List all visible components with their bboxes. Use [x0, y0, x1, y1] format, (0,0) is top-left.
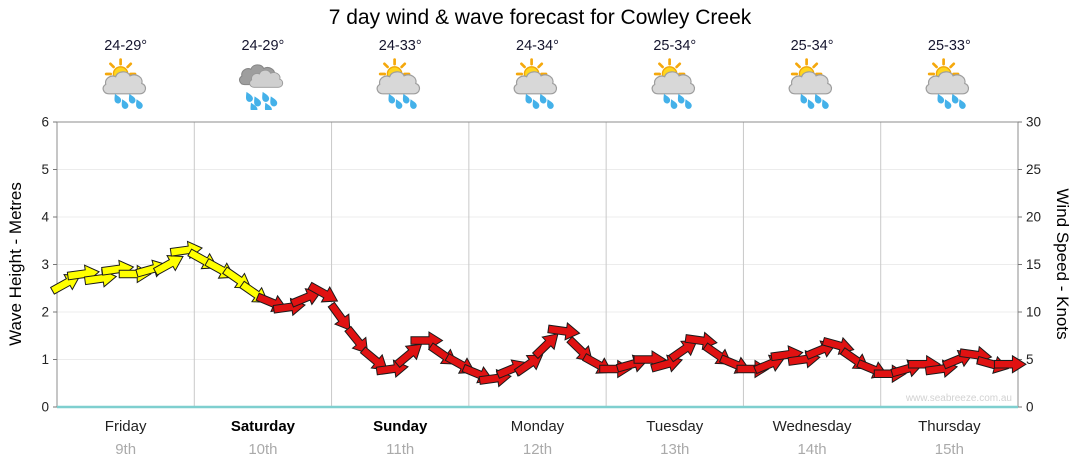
wind-axis-tick-label: 5: [1026, 352, 1034, 367]
day-column: 24-33°: [332, 38, 469, 110]
wind-axis-tick-label: 20: [1026, 210, 1041, 225]
day-column: 24-29°: [194, 38, 331, 110]
day-label: Monday: [510, 418, 565, 435]
wind-direction-arrow: [581, 352, 613, 374]
wind-direction-arrow: [531, 333, 559, 360]
wind-axis-tick-label: 0: [1026, 400, 1034, 415]
date-label: 9th: [115, 441, 137, 458]
wind-direction-arrow: [668, 340, 698, 363]
wave-axis-tick-label: 6: [41, 115, 49, 130]
temperature-range: 24-29°: [104, 38, 148, 54]
wind-axis-tick-label: 10: [1026, 305, 1041, 320]
wave-axis-tick-label: 5: [41, 162, 49, 177]
date-label: 12th: [522, 441, 553, 458]
wave-axis-tick-label: 3: [41, 257, 49, 272]
day-footer: Tuesday 13th: [606, 418, 743, 458]
wind-direction-arrow: [289, 288, 322, 308]
wave-height-axis-title: Wave Height - Metres: [6, 182, 25, 346]
temperature-range: 24-33°: [378, 38, 422, 54]
day-label: Sunday: [373, 418, 428, 435]
day-column: 24-29°: [57, 38, 194, 110]
date-label: 13th: [660, 441, 690, 458]
wind-direction-arrow: [255, 292, 288, 313]
day-footer: Saturday 10th: [194, 418, 331, 458]
temperature-range: 25-34°: [653, 38, 697, 54]
day-footer: Friday 9th: [57, 418, 194, 458]
day-column: 25-33°: [881, 38, 1018, 110]
wind-direction-arrow: [327, 301, 351, 331]
wind-direction-arrow: [394, 343, 423, 368]
wave-axis-tick-label: 0: [41, 400, 49, 415]
watermark: www.seabreeze.com.au: [905, 393, 1012, 404]
wind-direction-arrow: [307, 281, 339, 303]
day-footer: Monday 12th: [469, 418, 606, 458]
wave-axis-tick-label: 1: [41, 352, 49, 367]
day-footer: Sunday 11th: [332, 418, 469, 458]
wave-axis-tick-label: 2: [41, 305, 49, 320]
wind-direction-arrow: [344, 325, 369, 355]
day-label: Saturday: [230, 418, 296, 435]
wind-direction-arrow: [513, 354, 544, 377]
wind-axis-tick-label: 15: [1026, 257, 1041, 272]
day-label: Friday: [104, 418, 147, 435]
day-label: Wednesday: [772, 418, 852, 435]
wind-direction-arrow: [461, 363, 494, 384]
temperature-range: 25-34°: [790, 38, 834, 54]
wind-axis-tick-label: 25: [1026, 162, 1041, 177]
day-column: 25-34°: [743, 38, 880, 110]
wind-direction-arrow: [993, 354, 1027, 374]
temperature-range: 25-33°: [927, 38, 971, 54]
day-label: Thursday: [918, 418, 981, 435]
date-label: 11th: [386, 441, 415, 458]
date-label: 15th: [934, 441, 964, 458]
day-column: 24-34°: [469, 38, 606, 110]
wind-direction-arrow: [718, 354, 751, 374]
wind-direction-arrow: [152, 255, 184, 276]
day-footer: Thursday 15th: [881, 418, 1018, 458]
day-label: Tuesday: [646, 418, 704, 435]
page-title: 7 day wind & wave forecast for Cowley Cr…: [328, 6, 752, 29]
date-label: 14th: [797, 441, 827, 458]
day-column: 25-34°: [606, 38, 743, 110]
temperature-range: 24-34°: [516, 38, 559, 54]
date-label: 10th: [248, 441, 278, 458]
wind-speed-axis-title: Wind Speed - Knots: [1053, 188, 1072, 340]
day-footer: Wednesday 14th: [743, 418, 880, 458]
temperature-range: 24-29°: [241, 38, 285, 54]
wind-axis-tick-label: 30: [1026, 115, 1041, 130]
wave-axis-tick-label: 4: [41, 210, 49, 225]
